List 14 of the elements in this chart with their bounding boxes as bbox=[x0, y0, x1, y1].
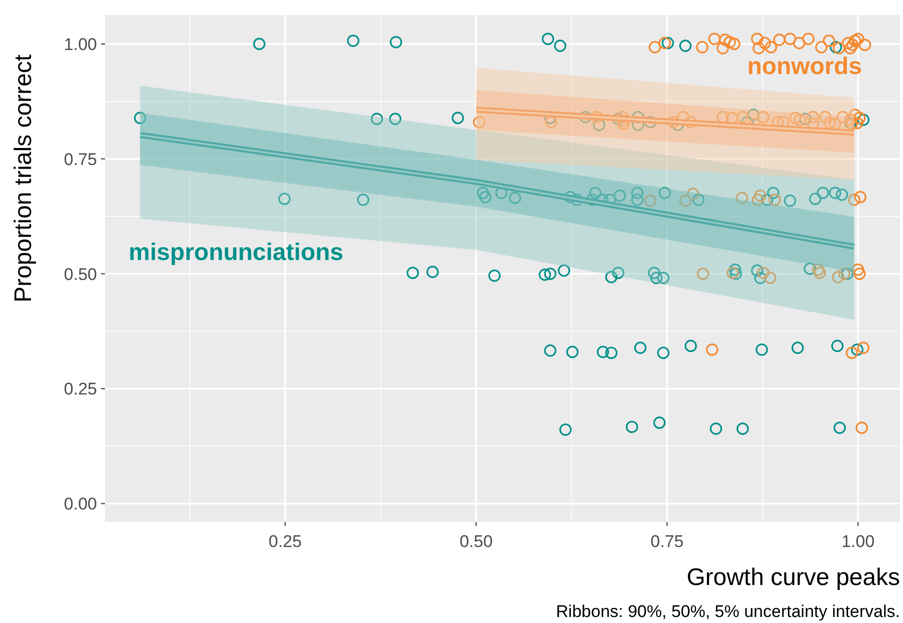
x-tick-label: 1.00 bbox=[841, 532, 875, 551]
x-tick-label: 0.25 bbox=[268, 532, 302, 551]
y-tick-label: 0.00 bbox=[64, 494, 97, 514]
y-tick-label: 0.75 bbox=[64, 150, 97, 169]
text: Ribbons: 90%, 50%, 5% uncertainty intervals. bbox=[556, 602, 900, 621]
series-label: mispronunciations bbox=[128, 238, 344, 266]
x-axis-title: Growth curve peaks bbox=[686, 564, 900, 591]
y-tick-label: 1.00 bbox=[64, 34, 97, 54]
series-label: nonwords bbox=[747, 52, 862, 80]
y-axis-title: Proportion trials correct bbox=[10, 54, 37, 303]
y-tick-label: 0.25 bbox=[64, 380, 97, 399]
y-tick-label: 0.50 bbox=[64, 264, 97, 284]
x-tick-label: 0.75 bbox=[650, 532, 684, 551]
x-tick-label: 0.50 bbox=[460, 532, 493, 551]
